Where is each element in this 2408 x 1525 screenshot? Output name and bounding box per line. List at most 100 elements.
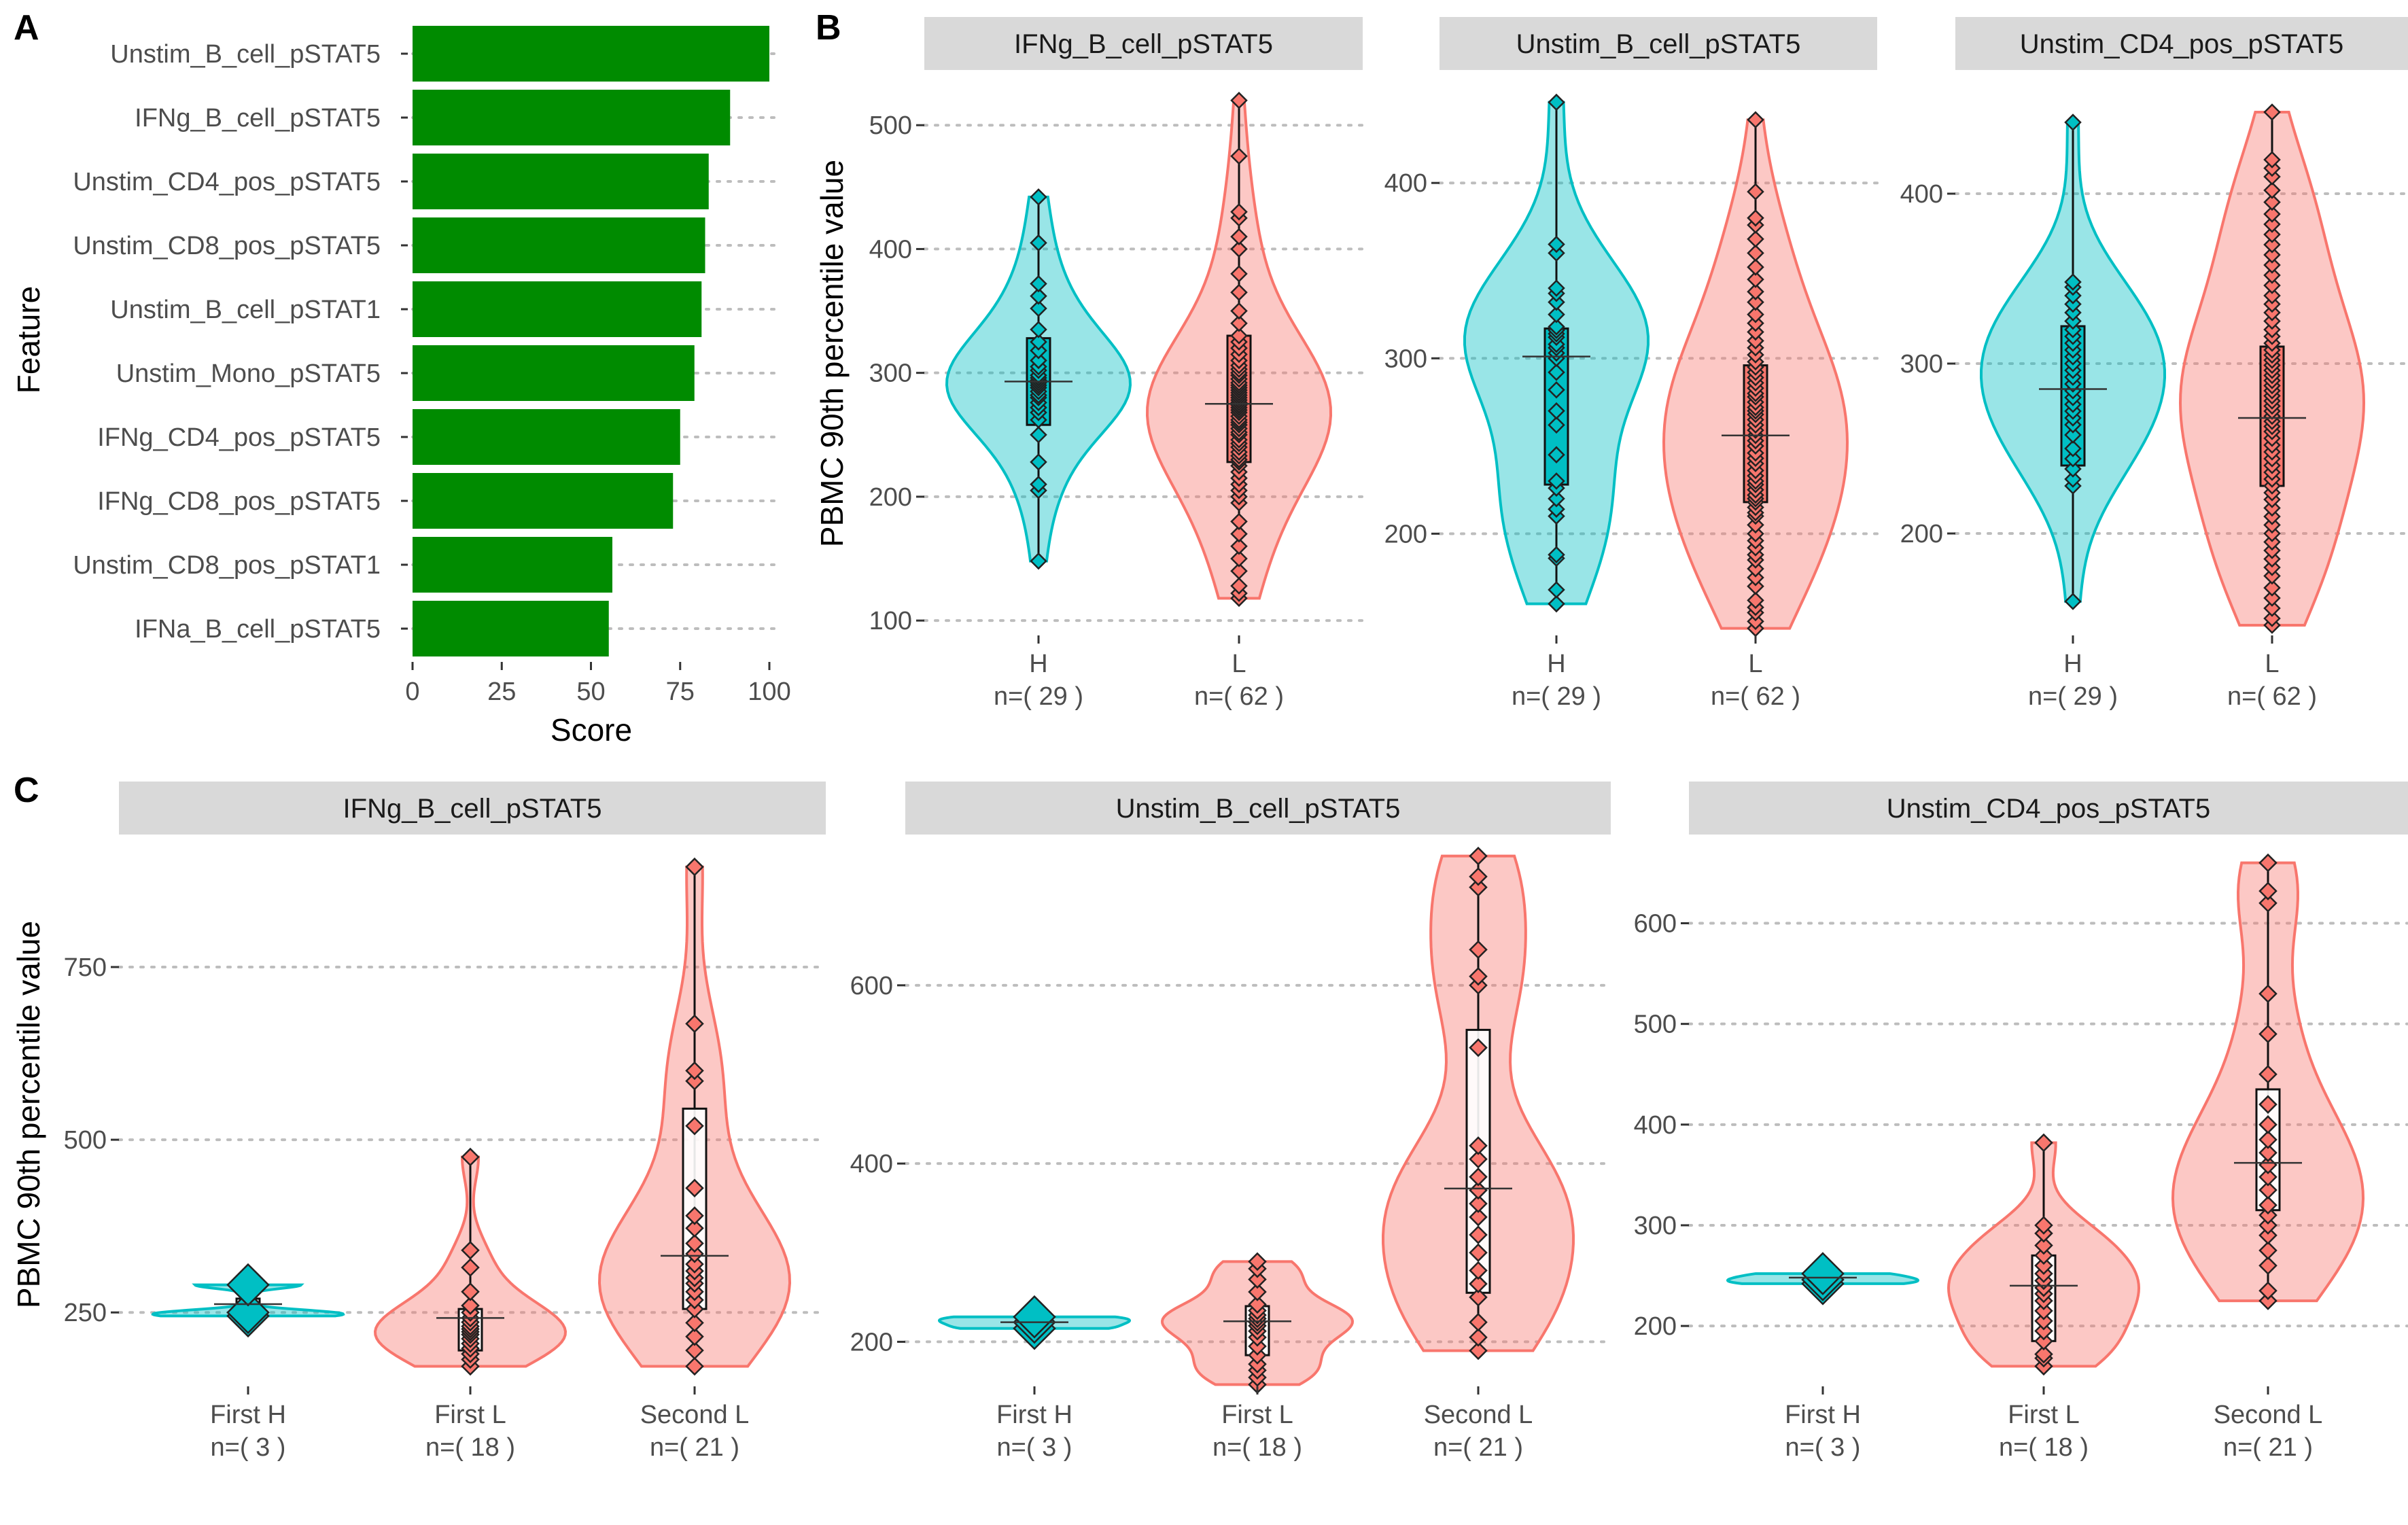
data-point <box>2263 215 2281 233</box>
group-label: H <box>1547 650 1565 678</box>
data-point <box>1548 500 1565 518</box>
data-point <box>685 1117 704 1136</box>
data-point <box>1801 1252 1845 1295</box>
data-point <box>2258 1291 2278 1310</box>
data-point <box>2064 593 2082 610</box>
data-point <box>1230 562 1248 580</box>
data-point <box>1469 1341 1488 1361</box>
data-point <box>1248 1252 1267 1272</box>
group-label: First L <box>1221 1401 1293 1429</box>
data-point <box>2263 599 2281 617</box>
bar <box>413 345 695 401</box>
y-tick-label: 400 <box>850 1150 893 1178</box>
feature-label: Unstim_Mono_pSTAT5 <box>116 360 381 388</box>
y-tick-label: 750 <box>64 953 107 982</box>
data-point <box>1548 472 1565 490</box>
data-point <box>1030 453 1047 471</box>
group-n-label: n=( 21 ) <box>650 1433 739 1462</box>
y-tick-label: 400 <box>1900 180 1943 209</box>
data-point <box>2258 1095 2278 1114</box>
data-point <box>1747 323 1764 341</box>
data-point <box>685 1244 704 1263</box>
data-point <box>1548 595 1565 613</box>
data-point <box>1548 93 1565 111</box>
data-point <box>2034 1216 2053 1235</box>
feature-label: IFNg_CD8_pos_pSTAT5 <box>97 487 381 516</box>
group-n-label: n=( 18 ) <box>1212 1433 1302 1462</box>
group-label: First H <box>210 1401 286 1429</box>
data-point <box>1469 877 1488 897</box>
y-tick-label: 300 <box>869 360 912 388</box>
data-point <box>1230 240 1248 258</box>
data-point <box>1747 591 1764 610</box>
data-point <box>1747 183 1764 200</box>
data-point <box>685 1341 704 1360</box>
data-point <box>2258 1168 2278 1187</box>
bar <box>413 473 674 529</box>
group-label: L <box>1748 650 1762 678</box>
data-point <box>1548 381 1565 399</box>
data-point <box>1469 1288 1488 1307</box>
group-label: Second L <box>1424 1401 1533 1429</box>
data-point <box>461 1258 480 1277</box>
data-point <box>2258 1143 2278 1163</box>
feature-label: Unstim_CD4_pos_pSTAT5 <box>73 168 381 196</box>
data-point <box>2034 1256 2053 1275</box>
data-point <box>1248 1282 1267 1301</box>
data-point <box>2064 273 2082 291</box>
data-point <box>1747 314 1764 332</box>
data-point <box>1030 475 1047 493</box>
group-n-label: n=( 3 ) <box>211 1433 286 1462</box>
data-point <box>685 1233 704 1253</box>
data-point <box>1548 305 1565 323</box>
data-point <box>1230 512 1248 531</box>
data-point <box>1230 147 1248 165</box>
y-tick-label: 200 <box>1384 520 1427 548</box>
bar <box>413 154 709 209</box>
x-axis-title: Score <box>551 712 632 748</box>
y-tick-label: 200 <box>1634 1312 1677 1341</box>
data-point <box>1747 305 1764 323</box>
data-point <box>2034 1311 2053 1331</box>
group-n-label: n=( 18 ) <box>1999 1433 2089 1462</box>
group-n-label: n=( 62 ) <box>2227 682 2317 711</box>
data-point <box>1230 525 1248 543</box>
data-point <box>1230 550 1248 567</box>
x-tick-label: 100 <box>748 678 790 706</box>
data-point <box>685 1206 704 1225</box>
data-point <box>1469 1274 1488 1293</box>
group-n-label: n=( 29 ) <box>994 682 1083 711</box>
data-point <box>461 1296 480 1315</box>
data-point <box>2258 1115 2278 1134</box>
data-point <box>1469 1208 1488 1227</box>
data-point <box>2263 236 2281 253</box>
data-point <box>2263 266 2281 284</box>
data-point <box>2263 256 2281 274</box>
data-point <box>2263 610 2281 627</box>
data-point <box>2263 151 2281 169</box>
panel-letter-b: B <box>816 8 841 48</box>
y-tick-label: 200 <box>869 483 912 512</box>
data-point <box>1747 270 1764 288</box>
data-point <box>1469 940 1488 960</box>
data-point <box>1747 525 1764 543</box>
data-point <box>1030 426 1047 444</box>
data-point <box>1030 333 1047 351</box>
data-point <box>1548 318 1565 336</box>
panel-c-violin-plots: IFNg_B_cell_pSTAT5 250 500 750 First H n=( 3 … <box>11 782 2408 1462</box>
data-point <box>2263 205 2281 223</box>
data-point <box>2258 881 2278 900</box>
group-label: L <box>2265 650 2279 678</box>
data-point <box>1248 1269 1267 1289</box>
data-point <box>1548 293 1565 311</box>
bar <box>413 26 769 82</box>
y-axis-title: Feature <box>11 286 46 394</box>
data-point <box>1030 287 1047 305</box>
panel-b-violin-plots: IFNg_B_cell_pSTAT5 100 200 300 400 500 Hn=( 29… <box>814 17 2408 711</box>
feature-label: IFNg_B_cell_pSTAT5 <box>135 104 381 133</box>
data-point <box>1548 364 1565 381</box>
data-point <box>2258 1180 2278 1199</box>
bar <box>413 409 680 465</box>
data-point <box>1469 1194 1488 1213</box>
